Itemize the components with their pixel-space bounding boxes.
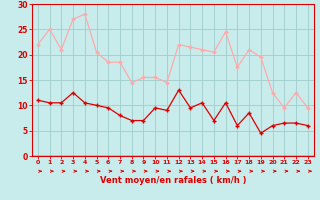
X-axis label: Vent moyen/en rafales ( km/h ): Vent moyen/en rafales ( km/h ) (100, 176, 246, 185)
